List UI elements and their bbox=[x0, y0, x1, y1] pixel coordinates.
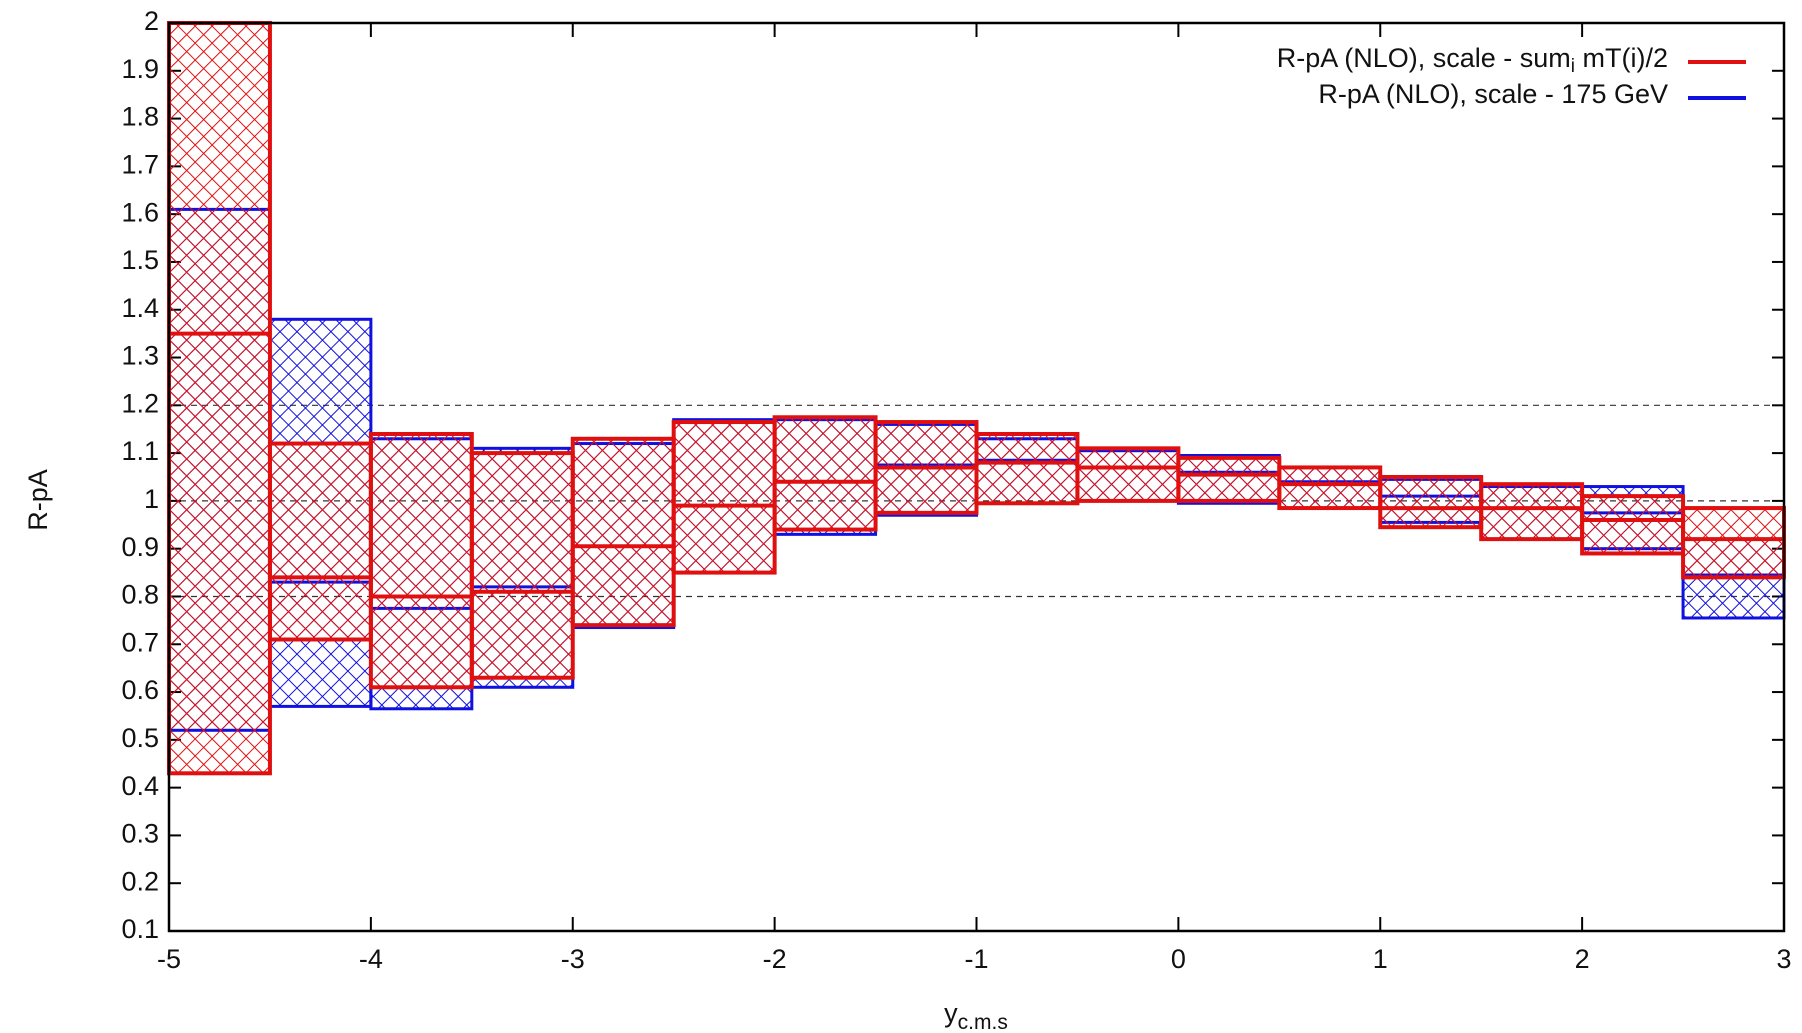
band bbox=[570, 436, 676, 628]
x-tick-label: 2 bbox=[1575, 944, 1590, 974]
y-tick-label: 1.6 bbox=[121, 197, 159, 227]
y-tick-label: 1.7 bbox=[121, 149, 159, 179]
band bbox=[772, 415, 878, 532]
x-axis-label-main: y bbox=[944, 998, 958, 1028]
band bbox=[1277, 465, 1383, 511]
y-tick-label: 0.4 bbox=[121, 771, 159, 801]
x-tick-label: 3 bbox=[1776, 944, 1791, 974]
y-tick-label: 0.8 bbox=[121, 580, 159, 610]
y-tick-label: 2 bbox=[144, 6, 159, 36]
y-tick-label: 0.7 bbox=[121, 627, 159, 657]
y-tick-label: 0.9 bbox=[121, 532, 159, 562]
band bbox=[1075, 446, 1181, 503]
band bbox=[1378, 475, 1484, 530]
band bbox=[469, 451, 575, 680]
y-tick-label: 0.1 bbox=[121, 914, 159, 944]
plot-frame bbox=[167, 21, 1786, 933]
x-tick-label: -3 bbox=[561, 944, 585, 974]
y-tick-label: 1.1 bbox=[121, 436, 159, 466]
x-axis-label: yc.m.s bbox=[944, 998, 1008, 1033]
y-axis-label: R-pA bbox=[23, 469, 53, 531]
band bbox=[368, 431, 474, 690]
y-tick-label: 0.6 bbox=[121, 675, 159, 705]
legend-label-main: R-pA (NLO), scale - 175 GeV bbox=[1318, 79, 1668, 109]
band bbox=[671, 420, 777, 575]
legend-label-suffix: mT(i)/2 bbox=[1575, 43, 1668, 73]
band bbox=[1479, 482, 1585, 542]
band bbox=[167, 21, 272, 776]
y-tick-label: 1.2 bbox=[121, 388, 159, 418]
band bbox=[1580, 494, 1686, 556]
legend-label: R-pA (NLO), scale - 175 GeV bbox=[1318, 79, 1668, 109]
band bbox=[974, 431, 1080, 506]
x-tick-label: -4 bbox=[359, 944, 383, 974]
y-tick-label: 1.5 bbox=[121, 245, 159, 275]
x-tick-label: -1 bbox=[964, 944, 988, 974]
y-tick-label: 1.3 bbox=[121, 341, 159, 371]
y-tick-label: 0.2 bbox=[121, 866, 159, 896]
x-tick-label: 0 bbox=[1171, 944, 1186, 974]
y-tick-label: 1.8 bbox=[121, 102, 159, 132]
band bbox=[267, 441, 373, 642]
y-tick-label: 1.9 bbox=[121, 54, 159, 84]
x-tick-label: -5 bbox=[157, 944, 181, 974]
x-tick-label: 1 bbox=[1373, 944, 1388, 974]
legend-label: R-pA (NLO), scale - sumi mT(i)/2 bbox=[1277, 43, 1668, 77]
legend-label-main: R-pA (NLO), scale - sum bbox=[1277, 43, 1571, 73]
y-tick-label: 1 bbox=[144, 484, 159, 514]
x-axis-label-subscript: c.m.s bbox=[958, 1011, 1008, 1033]
x-tick-label: -2 bbox=[763, 944, 787, 974]
y-tick-label: 0.5 bbox=[121, 723, 159, 753]
y-tick-label: 0.3 bbox=[121, 819, 159, 849]
band bbox=[1681, 506, 1786, 580]
legend-label-subscript: i bbox=[1571, 56, 1575, 77]
band bbox=[1176, 455, 1282, 503]
y-tick-label: 1.4 bbox=[121, 293, 159, 323]
